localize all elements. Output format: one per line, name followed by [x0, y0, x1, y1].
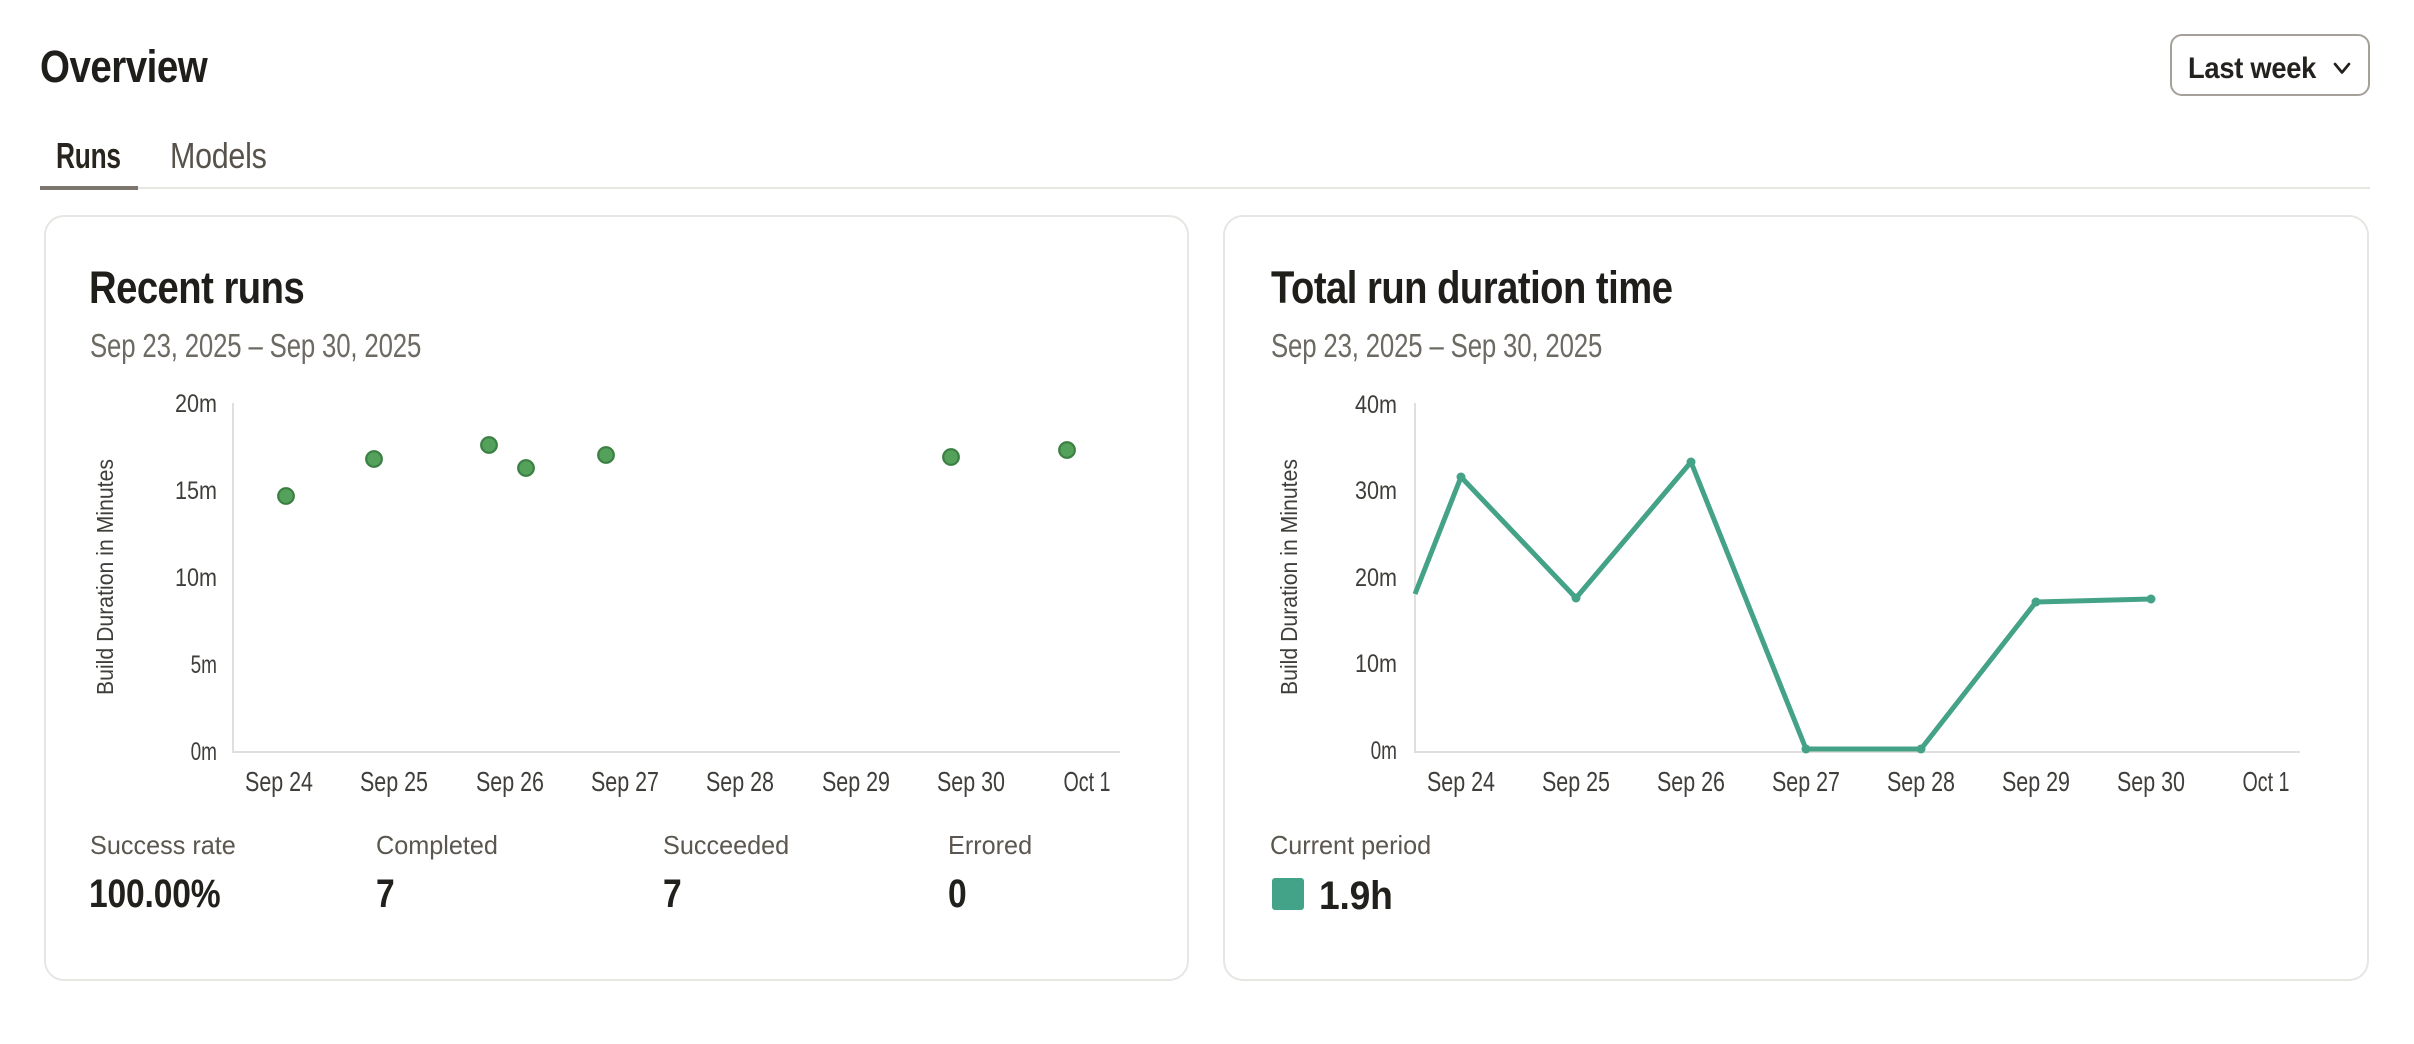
svg-text:Sep 28: Sep 28	[706, 766, 774, 797]
svg-text:Build Duration in Minutes: Build Duration in Minutes	[1276, 459, 1302, 695]
svg-text:10m: 10m	[1355, 650, 1397, 678]
svg-text:Sep 29: Sep 29	[2002, 766, 2070, 797]
svg-text:Oct 1: Oct 1	[1064, 767, 1111, 798]
svg-text:Sep 25: Sep 25	[1542, 766, 1610, 797]
svg-text:5m: 5m	[191, 650, 217, 678]
svg-text:Sep 27: Sep 27	[591, 766, 659, 797]
svg-text:Sep 30: Sep 30	[937, 766, 1005, 797]
svg-text:0m: 0m	[191, 737, 217, 765]
svg-text:Sep 24: Sep 24	[245, 766, 313, 797]
svg-text:15m: 15m	[175, 477, 217, 505]
svg-text:20m: 20m	[175, 390, 217, 418]
svg-text:Oct 1: Oct 1	[2243, 767, 2290, 798]
svg-text:20m: 20m	[1355, 564, 1397, 592]
svg-text:Sep 25: Sep 25	[360, 766, 428, 797]
svg-text:Sep 26: Sep 26	[476, 766, 544, 797]
svg-text:Sep 24: Sep 24	[1427, 766, 1495, 797]
svg-text:Sep 30: Sep 30	[2117, 766, 2185, 797]
svg-text:0m: 0m	[1371, 736, 1397, 764]
svg-text:Sep 28: Sep 28	[1887, 766, 1955, 797]
svg-text:Sep 27: Sep 27	[1772, 766, 1840, 797]
svg-text:Sep 26: Sep 26	[1657, 766, 1725, 797]
svg-text:10m: 10m	[175, 564, 217, 592]
svg-text:Sep 29: Sep 29	[822, 766, 890, 797]
svg-text:Build Duration in Minutes: Build Duration in Minutes	[92, 459, 118, 695]
svg-text:30m: 30m	[1355, 477, 1397, 505]
svg-text:40m: 40m	[1355, 391, 1397, 419]
